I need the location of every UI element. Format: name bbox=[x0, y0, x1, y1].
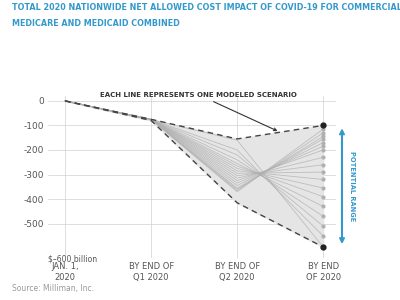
Text: $–600 billion: $–600 billion bbox=[48, 254, 97, 263]
Text: POTENTIAL RANGE: POTENTIAL RANGE bbox=[349, 151, 355, 221]
Text: TOTAL 2020 NATIONWIDE NET ALLOWED COST IMPACT OF COVID-19 FOR COMMERCIAL,: TOTAL 2020 NATIONWIDE NET ALLOWED COST I… bbox=[12, 3, 400, 12]
Text: MEDICARE AND MEDICAID COMBINED: MEDICARE AND MEDICAID COMBINED bbox=[12, 20, 180, 28]
Text: Source: Milliman, Inc.: Source: Milliman, Inc. bbox=[12, 284, 94, 292]
Text: EACH LINE REPRESENTS ONE MODELED SCENARIO: EACH LINE REPRESENTS ONE MODELED SCENARI… bbox=[100, 92, 297, 130]
